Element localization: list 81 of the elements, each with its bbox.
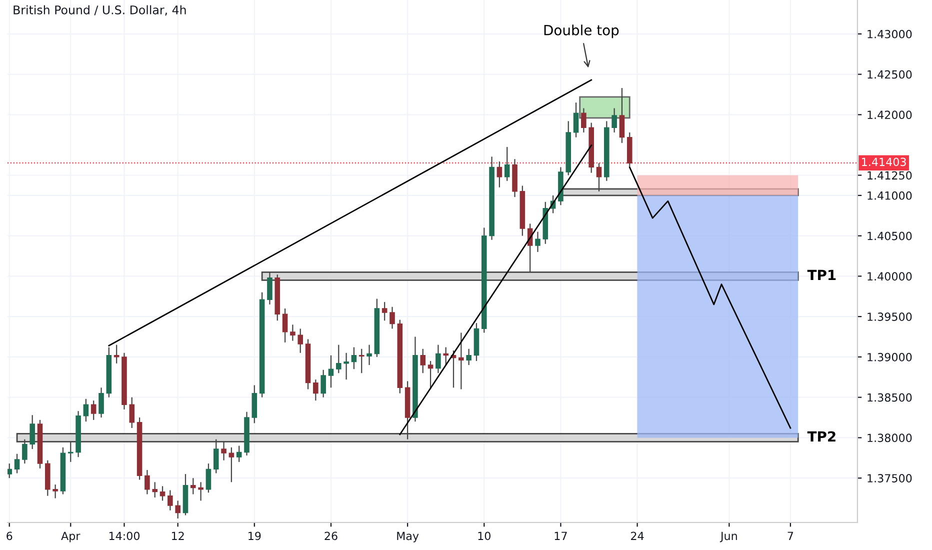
y-tick-label: 1.38500 (868, 393, 912, 402)
candlestick (22, 438, 28, 464)
candlestick (221, 441, 226, 461)
x-tick-label: 19 (248, 532, 261, 540)
candlestick (382, 301, 388, 322)
candlestick (68, 441, 74, 462)
candlestick (90, 400, 96, 420)
band-label: TP1 (807, 270, 836, 280)
candlestick (535, 231, 540, 253)
y-tick-label: 1.42500 (868, 70, 912, 79)
candlestick (320, 369, 326, 398)
chart-title: British Pound / U.S. Dollar, 4h (14, 5, 186, 16)
candlestick (298, 328, 304, 354)
candlestick (573, 102, 579, 138)
candlestick (581, 108, 586, 133)
candlestick (496, 160, 502, 188)
candlestick (612, 108, 617, 133)
band-label: TP2 (807, 431, 836, 442)
candlestick (152, 482, 158, 498)
candlestick (290, 324, 296, 342)
y-tick-label: 1.40500 (868, 232, 912, 240)
candlestick (420, 348, 426, 374)
x-tick-label: 7 (788, 532, 794, 540)
x-tick-label: 12 (172, 532, 184, 540)
candlestick (236, 445, 242, 462)
x-tick-label: 10 (478, 532, 490, 540)
candlestick (466, 348, 472, 366)
candlestick (436, 344, 441, 374)
candlestick (190, 478, 196, 495)
ref-line-label: 1.41403 (862, 158, 906, 166)
x-tick-label: 24 (631, 532, 644, 540)
candlestick (14, 453, 20, 474)
candlestick (198, 482, 204, 502)
candlestick (443, 346, 448, 366)
line-series (628, 166, 792, 429)
candlestick (98, 387, 104, 418)
candlestick (328, 354, 334, 388)
candlestick (114, 344, 120, 364)
candlestick (313, 379, 318, 402)
candlestick (175, 500, 180, 520)
candlestick (206, 462, 212, 494)
x-tick-label: Apr (61, 532, 80, 542)
candlestick (52, 484, 58, 499)
candlestick (428, 360, 434, 390)
candlestick (168, 490, 173, 511)
y-tick-label: 1.43000 (868, 30, 912, 38)
y-tick-label: 1.41250 (868, 171, 912, 180)
candlestick (619, 87, 625, 144)
candlestick (351, 346, 357, 370)
y-tick-label: 1.37500 (868, 474, 912, 482)
candlestick (390, 306, 395, 330)
candlestick (30, 414, 35, 450)
candlestick (458, 332, 464, 390)
candlestick (358, 348, 364, 374)
candlestick (83, 398, 89, 422)
candlestick (144, 469, 150, 495)
y-tick-label: 1.39500 (868, 312, 912, 321)
y-tick-label: 1.41000 (868, 191, 912, 200)
x-tick-label: Jun (720, 532, 737, 542)
candlestick (7, 462, 12, 479)
y-tick-label: 1.40000 (868, 272, 912, 281)
candlestick (366, 344, 372, 366)
x-tick-label: 17 (554, 532, 567, 540)
y-tick-label: 1.38000 (868, 434, 912, 442)
candlestick (129, 396, 135, 429)
candlestick (282, 308, 288, 343)
x-tick-label: May (397, 532, 419, 542)
candlestick (504, 146, 510, 182)
candlestick (344, 352, 349, 380)
candlestick (267, 272, 272, 306)
x-tick-label: 6 (6, 532, 12, 540)
candlestick (336, 344, 342, 374)
y-tick-label: 1.42000 (868, 110, 912, 120)
y-tick-label: 1.39000 (868, 352, 912, 362)
candlestick (160, 486, 166, 502)
annotation: Double top (544, 24, 619, 38)
candlestick (228, 446, 234, 483)
candlestick (596, 162, 602, 192)
x-tick-label: 26 (324, 532, 338, 540)
candlestick (213, 438, 219, 474)
x-tick-label: 14:00 (109, 532, 140, 540)
